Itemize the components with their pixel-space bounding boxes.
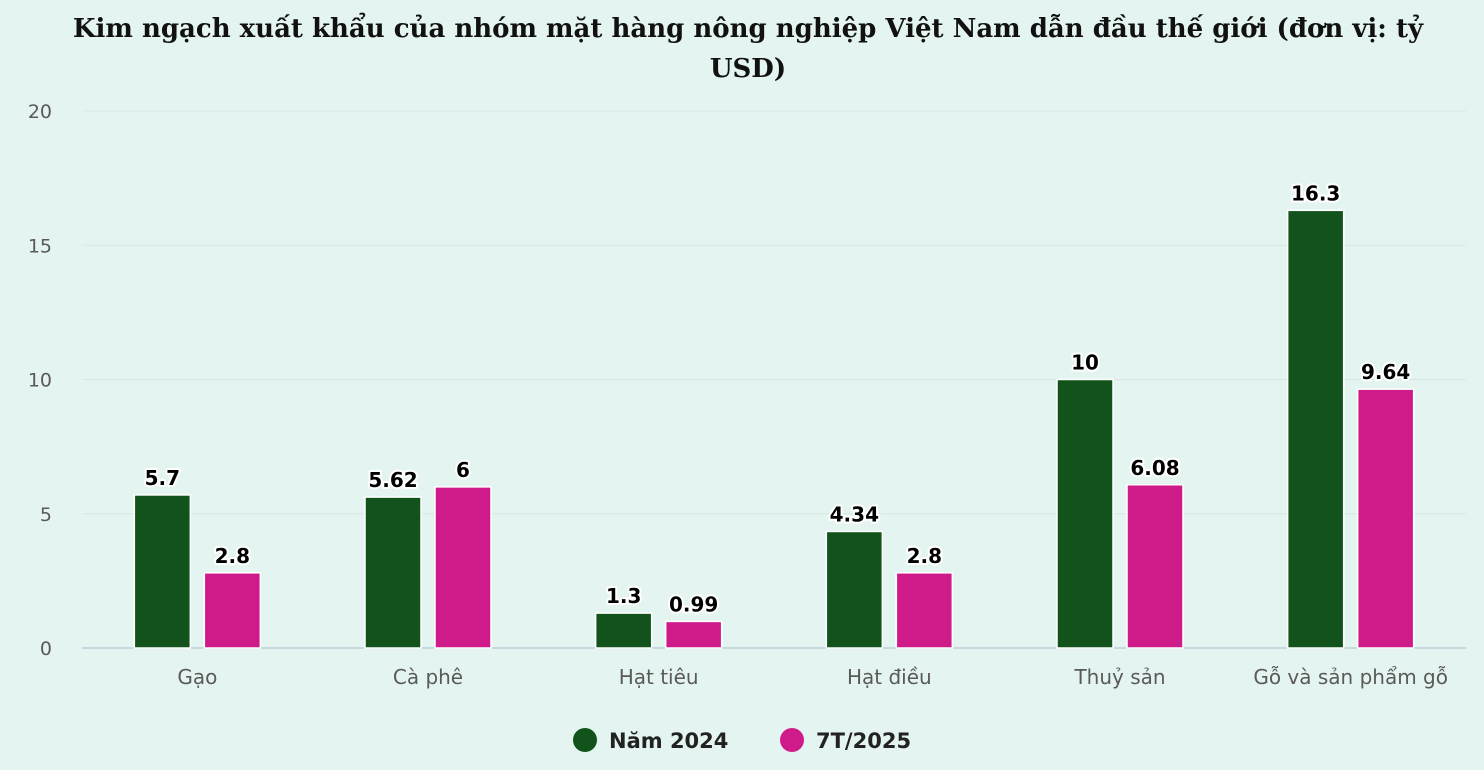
legend-label: 7T/2025 bbox=[816, 729, 911, 753]
x-axis-categories: Gạo Cà phê Hạt tiêu Hạt điều Thuỷ sản Gỗ và s… bbox=[177, 665, 1448, 689]
x-category-label: Gạo bbox=[177, 665, 217, 689]
bar-series-1-4[interactable] bbox=[1056, 378, 1114, 649]
legend-marker bbox=[573, 728, 597, 752]
data-label: 2.8 bbox=[215, 544, 250, 568]
legend: Năm 2024 7T/2025 bbox=[573, 728, 911, 753]
y-axis-ticks: 0 5 10 15 20 bbox=[28, 101, 52, 660]
y-tick-label: 15 bbox=[28, 235, 52, 257]
chart-title: Kim ngạch xuất khẩu của nhóm mặt hàng nô… bbox=[73, 12, 1424, 84]
bar-series-2-2[interactable] bbox=[664, 620, 723, 649]
x-category-label: Thuỷ sản bbox=[1073, 665, 1165, 689]
bar-series-2-4[interactable] bbox=[1126, 484, 1184, 649]
bar-series-1-0[interactable] bbox=[133, 494, 192, 649]
bars bbox=[133, 209, 1415, 649]
y-tick-label: 0 bbox=[40, 638, 52, 660]
bar-series-2-1[interactable] bbox=[434, 486, 492, 649]
bar-series-2-0[interactable] bbox=[203, 572, 262, 649]
data-label: 6.08 bbox=[1130, 456, 1179, 480]
bar-series-1-3[interactable] bbox=[825, 530, 884, 649]
x-category-label: Hạt điều bbox=[847, 665, 932, 689]
data-label: 4.34 bbox=[830, 502, 879, 526]
bar-series-2-3[interactable] bbox=[895, 572, 954, 649]
x-category-label: Gỗ và sản phẩm gỗ bbox=[1253, 665, 1448, 689]
x-category-label: Cà phê bbox=[393, 665, 463, 689]
data-label: 6 bbox=[456, 458, 470, 482]
data-label: 9.64 bbox=[1361, 360, 1410, 384]
legend-marker bbox=[780, 728, 804, 752]
data-labels: 5.7 2.8 5.62 6 1.3 0.99 4.34 2.8 10 6.08 16.3 9.64 bbox=[143, 179, 1413, 618]
bar-series-2-5[interactable] bbox=[1356, 388, 1415, 649]
data-label: 5.7 bbox=[145, 466, 180, 490]
bar-series-1-2[interactable] bbox=[594, 612, 653, 649]
y-gridlines bbox=[82, 110, 1466, 649]
legend-item-1[interactable]: Năm 2024 bbox=[573, 728, 728, 753]
bar-series-1-5[interactable] bbox=[1286, 209, 1345, 649]
data-label: 5.62 bbox=[368, 468, 417, 492]
data-label: 1.3 bbox=[606, 584, 641, 608]
x-category-label: Hạt tiêu bbox=[619, 665, 699, 689]
data-label: 16.3 bbox=[1291, 181, 1340, 205]
y-tick-label: 5 bbox=[40, 504, 52, 526]
data-label: 2.8 bbox=[907, 544, 942, 568]
legend-item-2[interactable]: 7T/2025 bbox=[780, 728, 911, 753]
legend-label: Năm 2024 bbox=[609, 729, 728, 753]
y-tick-label: 10 bbox=[28, 370, 52, 392]
chart-title-line-1: Kim ngạch xuất khẩu của nhóm mặt hàng nô… bbox=[73, 12, 1424, 44]
data-label: 10 bbox=[1071, 351, 1099, 375]
y-tick-label: 20 bbox=[28, 101, 52, 123]
bar-series-1-1[interactable] bbox=[364, 496, 422, 649]
data-label: 0.99 bbox=[669, 592, 718, 616]
chart-title-line-2: USD) bbox=[710, 54, 786, 84]
